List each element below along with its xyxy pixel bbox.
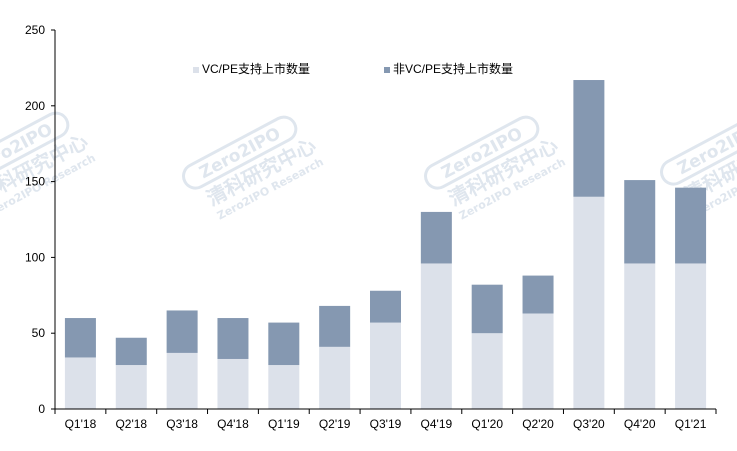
y-tick-label: 50	[32, 326, 46, 340]
bar-segment-vcpe	[370, 322, 401, 409]
legend-item: VC/PE支持上市数量	[193, 61, 310, 76]
bar-segment-vcpe	[573, 196, 605, 409]
bar-segment-non-vcpe	[624, 180, 656, 264]
watermark-badge-outline	[424, 115, 540, 190]
y-tick-label: 100	[25, 250, 45, 264]
bar-segment-vcpe	[624, 263, 656, 409]
bar-segment-vcpe	[217, 358, 249, 409]
bar-segment-non-vcpe	[573, 80, 605, 197]
legend-swatch	[193, 67, 199, 73]
axes-layer: 0 50 100 150 200 250 Q1'18 Q2'18 Q3'18 Q4'18 Q1'19…	[25, 23, 717, 431]
bar-segment-non-vcpe	[370, 290, 401, 323]
legend-label: 非VC/PE支持上市数量	[393, 61, 513, 76]
bar-segment-non-vcpe	[217, 318, 249, 359]
x-tick-label: Q2'18	[115, 417, 147, 431]
legend-item: 非VC/PE支持上市数量	[384, 61, 513, 76]
y-tick-label: 150	[25, 175, 45, 189]
bar-segment-non-vcpe	[420, 211, 452, 264]
bars-layer	[64, 80, 707, 409]
watermark-badge-outline	[660, 111, 737, 186]
y-tick-label: 0	[38, 402, 45, 416]
bar-segment-vcpe	[268, 365, 300, 409]
x-tick-label: Q1'18	[65, 417, 97, 431]
bar-segment-non-vcpe	[319, 305, 351, 347]
legend: VC/PE支持上市数量 非VC/PE支持上市数量	[193, 61, 513, 76]
x-tick-label: Q2'20	[522, 417, 554, 431]
x-tick-label: Q1'21	[675, 417, 707, 431]
x-tick-label: Q3'18	[166, 417, 198, 431]
watermark-badge-outline	[182, 115, 298, 190]
bar-segment-vcpe	[675, 263, 707, 409]
y-tick-label: 250	[25, 23, 45, 37]
bar-segment-non-vcpe	[675, 187, 707, 264]
bar-segment-vcpe	[115, 365, 147, 409]
x-tick-label: Q2'19	[319, 417, 351, 431]
legend-label: VC/PE支持上市数量	[202, 61, 310, 76]
bar-segment-non-vcpe	[268, 322, 300, 366]
bar-segment-vcpe	[319, 346, 351, 409]
bar-segment-vcpe	[420, 263, 452, 409]
x-tick-label: Q4'18	[217, 417, 249, 431]
bar-segment-vcpe	[64, 357, 96, 409]
x-tick-label: Q4'20	[624, 417, 656, 431]
watermark-badge-outline	[0, 111, 70, 186]
x-tick-label: Q1'19	[268, 417, 300, 431]
x-tick-label: Q4'19	[421, 417, 453, 431]
y-tick-label: 200	[25, 99, 45, 113]
bar-segment-non-vcpe	[166, 310, 198, 353]
x-tick-label: Q3'20	[573, 417, 605, 431]
bar-segment-non-vcpe	[471, 284, 503, 334]
bar-segment-vcpe	[471, 333, 503, 409]
bar-segment-non-vcpe	[64, 318, 96, 358]
bar-segment-vcpe	[166, 352, 198, 409]
x-tick-label: Q3'19	[370, 417, 402, 431]
bar-segment-vcpe	[522, 313, 554, 409]
x-tick-label: Q1'20	[471, 417, 503, 431]
bar-segment-non-vcpe	[115, 337, 147, 366]
bar-segment-non-vcpe	[522, 275, 554, 314]
legend-swatch	[384, 67, 390, 73]
